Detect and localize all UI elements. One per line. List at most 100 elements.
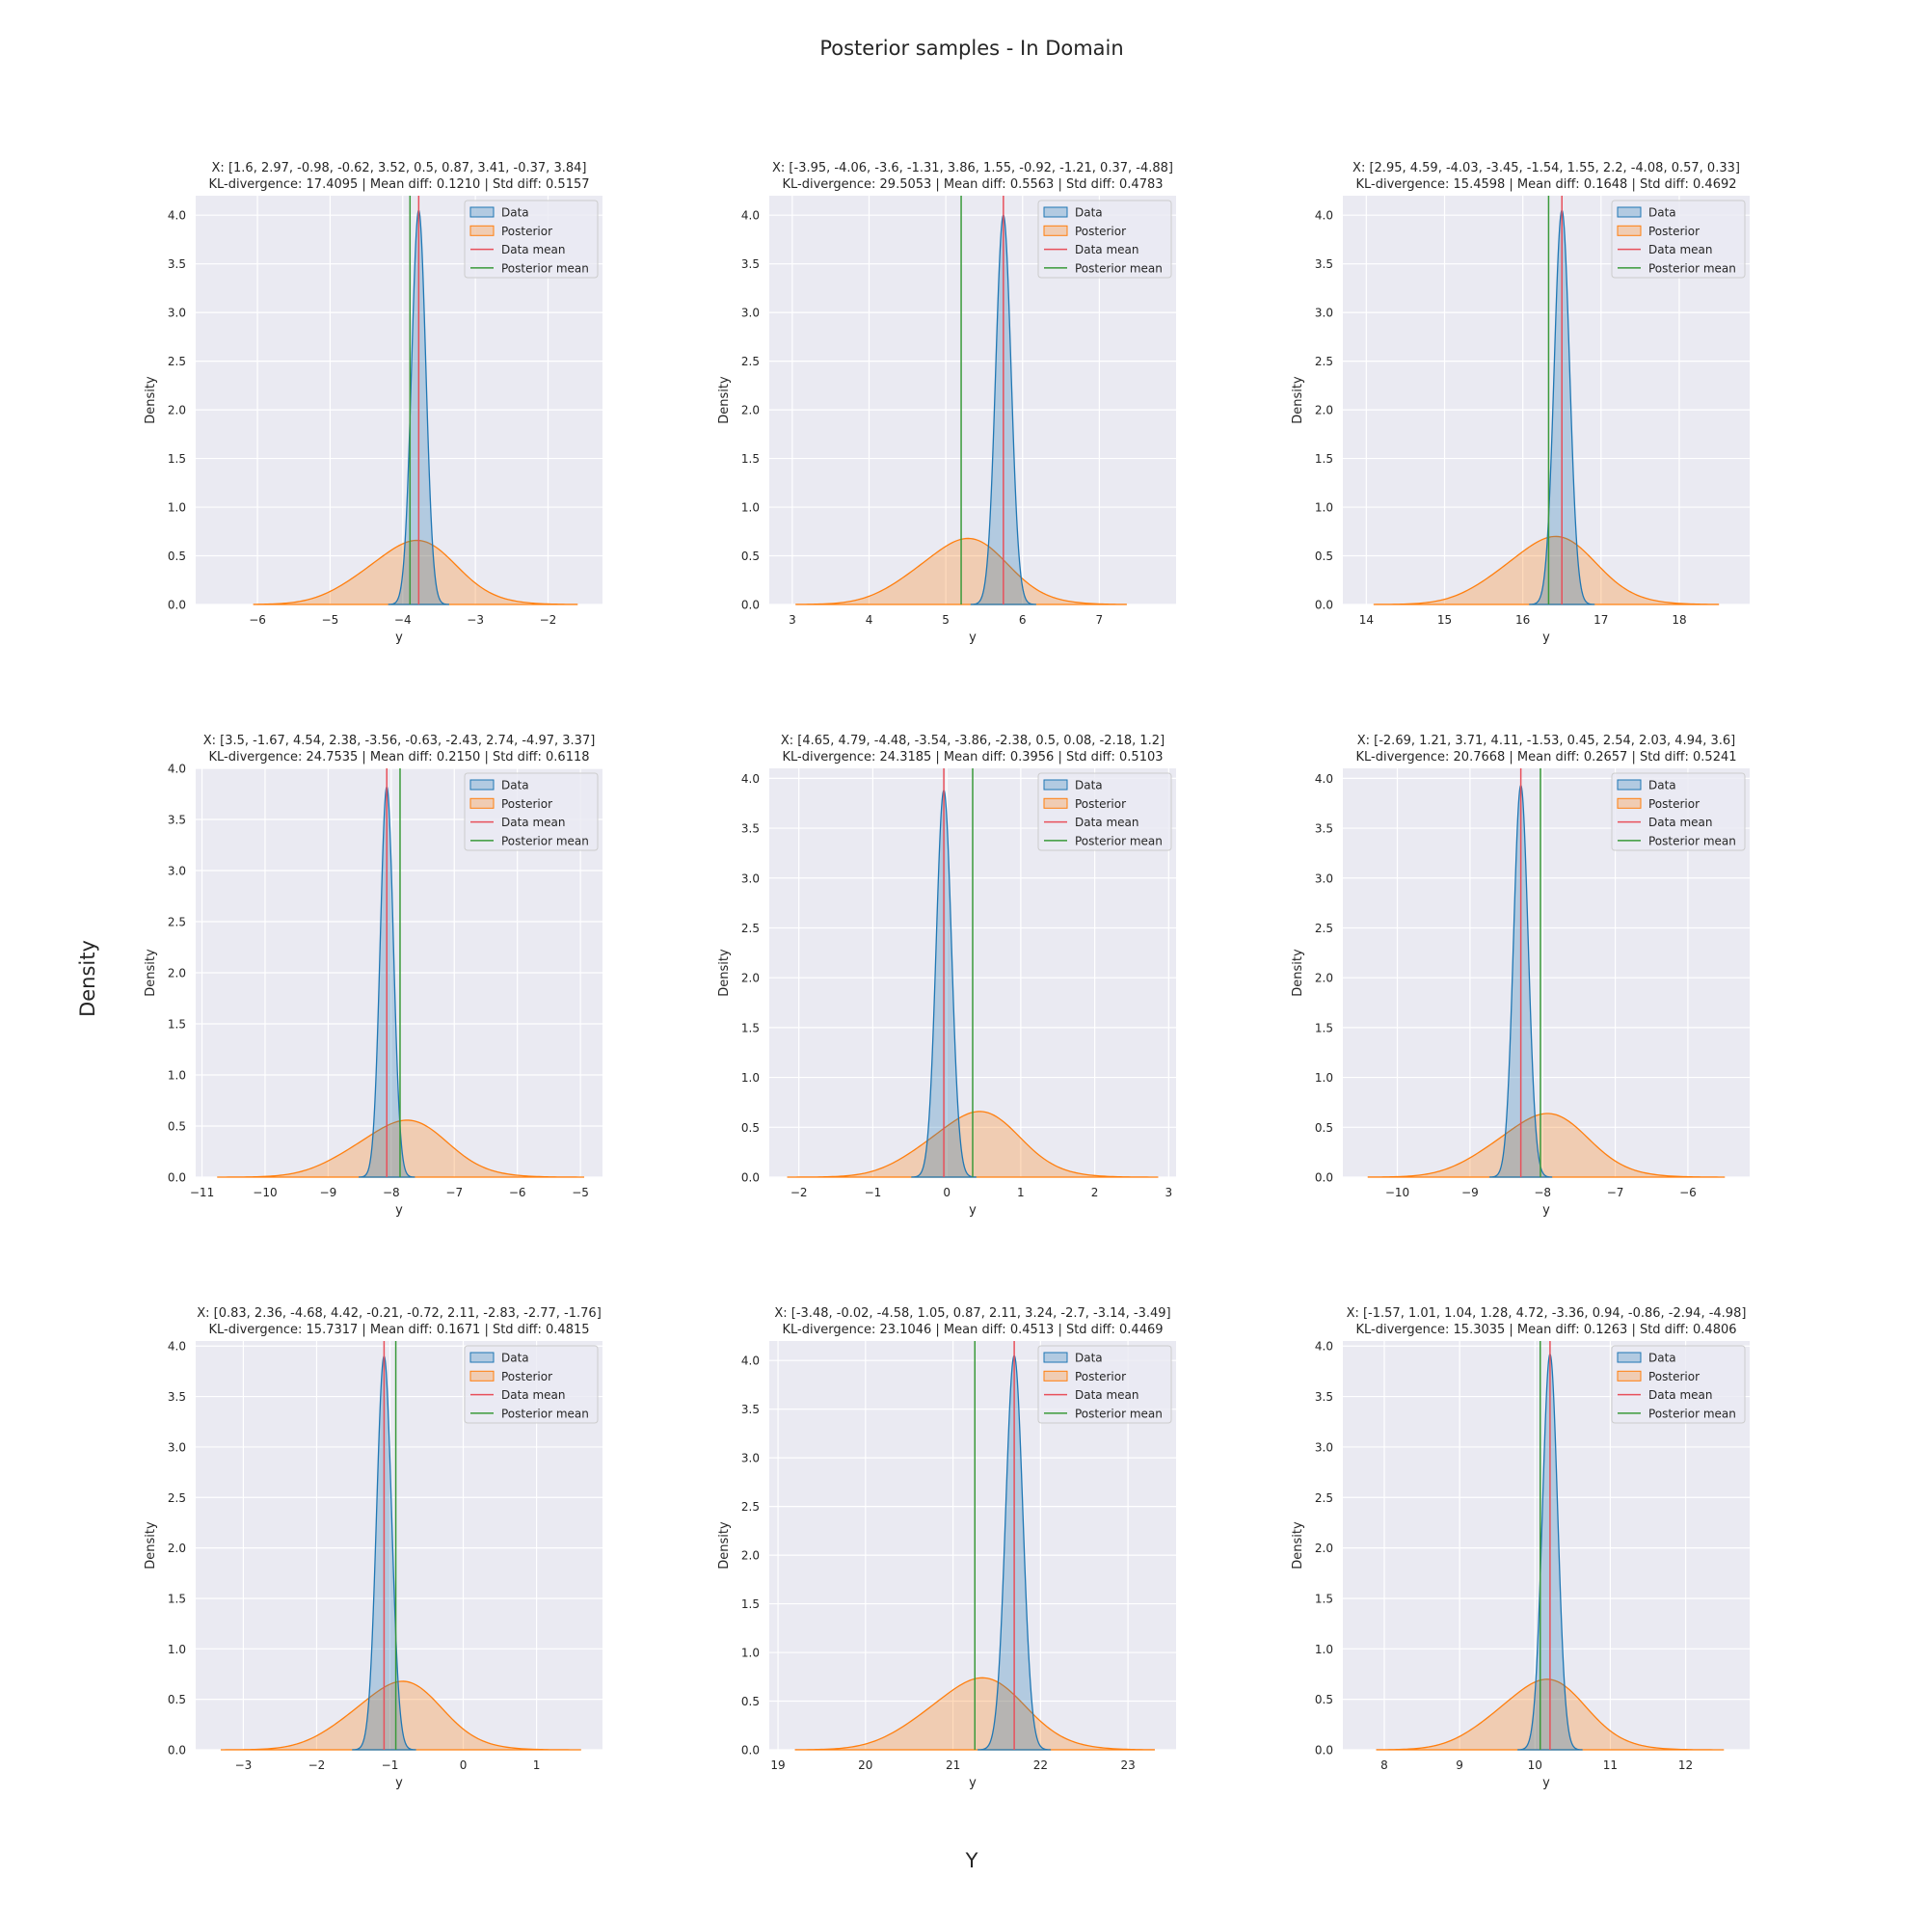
legend-posterior-swatch — [1043, 1370, 1068, 1382]
subplot-title-inputs: X: [-2.69, 1.21, 3.71, 4.11, -1.53, 0.45… — [1357, 734, 1736, 748]
legend: Data Posterior Data mean Posterior mean — [1037, 1345, 1172, 1424]
legend-label: Posterior — [501, 1370, 552, 1383]
legend: Data Posterior Data mean Posterior mean — [464, 200, 599, 279]
x-tick-label: −6 — [509, 1186, 526, 1199]
subplot-1: X: [1.6, 2.97, -0.98, -0.62, 3.52, 0.5, … — [144, 161, 602, 645]
y-tick-label: 0.5 — [741, 1121, 760, 1135]
legend-label: Posterior mean — [501, 834, 589, 847]
y-tick-label: 2.0 — [168, 967, 186, 980]
subplots-grid: X: [1.6, 2.97, -0.98, -0.62, 3.52, 0.5, … — [144, 161, 1750, 1790]
legend-data-swatch — [1043, 206, 1068, 218]
y-tick-label: 4.0 — [741, 1355, 760, 1368]
x-tick-label: −11 — [190, 1186, 214, 1199]
legend-data-swatch — [1043, 779, 1068, 791]
x-tick-label: −1 — [865, 1186, 882, 1199]
legend-label: Data — [1648, 1352, 1676, 1365]
legend-label: Data — [1075, 779, 1103, 792]
legend: Data Posterior Data mean Posterior mean — [464, 1345, 599, 1424]
y-axis-label: Density — [717, 376, 732, 424]
y-tick-label: 0.0 — [741, 1171, 760, 1185]
y-tick-label: 2.5 — [1315, 922, 1333, 935]
legend-label: Posterior mean — [1075, 1407, 1163, 1420]
subplot-8: X: [-3.48, -0.02, -4.58, 1.05, 0.87, 2.1… — [717, 1306, 1176, 1790]
legend-label: Posterior mean — [1648, 261, 1736, 275]
y-tick-label: 3.5 — [168, 257, 186, 271]
x-tick-label: 3 — [1165, 1186, 1173, 1199]
figure-title: Posterior samples - In Domain — [819, 37, 1123, 60]
subplot-title-metrics: KL-divergence: 24.7535 | Mean diff: 0.21… — [208, 750, 589, 765]
y-tick-label: 3.5 — [1315, 1390, 1333, 1404]
y-tick-label: 0.0 — [1315, 1171, 1333, 1185]
x-axis-label: y — [969, 1203, 977, 1218]
legend-label: Data — [501, 1352, 529, 1365]
posterior-density-area — [1367, 1113, 1726, 1178]
legend-label: Posterior — [1075, 1370, 1126, 1383]
y-tick-label: 3.5 — [1315, 257, 1333, 271]
x-tick-label: −7 — [1607, 1186, 1624, 1199]
y-tick-label: 3.5 — [168, 1390, 186, 1404]
y-tick-label: 4.0 — [168, 209, 186, 223]
y-axis-label: Density — [144, 376, 158, 424]
y-tick-label: 0.5 — [1315, 1121, 1333, 1135]
legend: Data Posterior Data mean Posterior mean — [1037, 772, 1172, 851]
y-tick-label: 2.0 — [168, 404, 186, 417]
x-tick-label: −10 — [1385, 1186, 1409, 1199]
legend-posterior-swatch — [469, 225, 495, 236]
x-tick-label: −5 — [322, 613, 339, 627]
y-tick-label: 2.0 — [1315, 404, 1333, 417]
y-tick-label: 0.5 — [168, 1120, 186, 1134]
subplot-title-metrics: KL-divergence: 23.1046 | Mean diff: 0.45… — [782, 1323, 1163, 1337]
y-axis-label: Density — [717, 1521, 732, 1570]
subplot-2: X: [-3.95, -4.06, -3.6, -1.31, 3.86, 1.5… — [717, 161, 1176, 645]
legend-label: Posterior mean — [1648, 834, 1736, 847]
y-tick-label: 1.5 — [1315, 1592, 1333, 1605]
y-tick-label: 2.5 — [741, 1500, 760, 1514]
legend-box — [464, 772, 599, 851]
legend-box — [1611, 772, 1746, 851]
subplot-title-inputs: X: [1.6, 2.97, -0.98, -0.62, 3.52, 0.5, … — [212, 161, 587, 175]
legend: Data Posterior Data mean Posterior mean — [1611, 200, 1746, 279]
x-tick-label: −2 — [790, 1186, 808, 1199]
y-axis-label: Density — [1291, 376, 1305, 424]
legend-label: Data — [1075, 1352, 1103, 1365]
y-tick-label: 3.0 — [168, 865, 186, 878]
subplot-5: X: [4.65, 4.79, -4.48, -3.54, -3.86, -2.… — [717, 734, 1176, 1218]
x-tick-label: −10 — [253, 1186, 277, 1199]
y-axis-label: Density — [1291, 1521, 1305, 1570]
legend-label: Posterior mean — [501, 261, 589, 275]
subplot-title-inputs: X: [-3.95, -4.06, -3.6, -1.31, 3.86, 1.5… — [772, 161, 1173, 175]
y-tick-label: 1.0 — [1315, 501, 1333, 515]
legend-label: Data mean — [1648, 243, 1713, 256]
y-tick-label: 3.0 — [1315, 307, 1333, 320]
y-tick-label: 1.0 — [168, 501, 186, 515]
y-tick-label: 1.0 — [168, 1643, 186, 1656]
x-axis-label: y — [969, 1776, 977, 1790]
legend-label: Data mean — [501, 816, 566, 829]
y-tick-label: 1.5 — [741, 452, 760, 466]
y-tick-label: 3.5 — [741, 257, 760, 271]
x-tick-label: −1 — [382, 1758, 399, 1772]
legend-label: Data mean — [1075, 1388, 1139, 1402]
x-tick-label: −2 — [540, 613, 557, 627]
legend-label: Data — [1075, 206, 1103, 220]
y-tick-label: 0.0 — [741, 599, 760, 612]
legend-data-swatch — [1617, 206, 1642, 218]
y-tick-label: 1.5 — [168, 1592, 186, 1605]
legend-label: Posterior — [1075, 797, 1126, 811]
y-tick-label: 4.0 — [1315, 1340, 1333, 1354]
x-tick-label: −5 — [572, 1186, 589, 1199]
y-tick-label: 2.0 — [741, 1549, 760, 1563]
subplot-title-metrics: KL-divergence: 17.4095 | Mean diff: 0.12… — [208, 177, 589, 192]
x-tick-label: 6 — [1019, 613, 1027, 627]
y-tick-label: 1.5 — [741, 1597, 760, 1611]
y-tick-label: 2.0 — [168, 1542, 186, 1555]
subplot-6: X: [-2.69, 1.21, 3.71, 4.11, -1.53, 0.45… — [1291, 734, 1750, 1218]
legend: Data Posterior Data mean Posterior mean — [1611, 1345, 1746, 1424]
x-tick-label: 14 — [1359, 613, 1374, 627]
legend: Data Posterior Data mean Posterior mean — [1037, 200, 1172, 279]
x-tick-label: 19 — [770, 1758, 785, 1772]
legend-label: Posterior — [1648, 225, 1700, 238]
y-tick-label: 1.0 — [1315, 1071, 1333, 1085]
x-tick-label: −6 — [1679, 1186, 1697, 1199]
subplot-9: X: [-1.57, 1.01, 1.04, 1.28, 4.72, -3.36… — [1291, 1306, 1750, 1790]
